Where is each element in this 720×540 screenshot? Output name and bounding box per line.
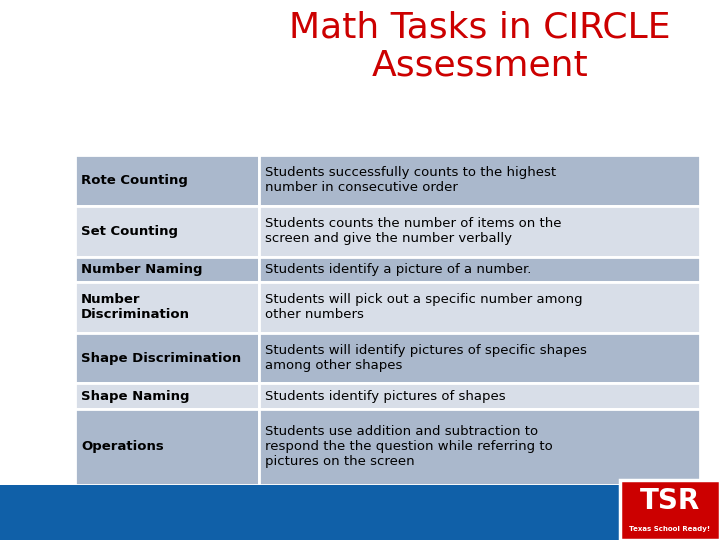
Text: Students identify a picture of a number.: Students identify a picture of a number.: [266, 263, 532, 276]
Bar: [259, 155, 700, 206]
Bar: [259, 206, 700, 256]
Text: Rote Counting: Rote Counting: [81, 174, 188, 187]
Text: Students will pick out a specific number among
other numbers: Students will pick out a specific number…: [266, 293, 583, 321]
Bar: [259, 409, 700, 485]
Text: Students use addition and subtraction to
respond the the question while referrin: Students use addition and subtraction to…: [266, 426, 553, 468]
Bar: [259, 256, 700, 282]
Text: Shape Discrimination: Shape Discrimination: [81, 352, 241, 365]
Text: Students counts the number of items on the
screen and give the number verbally: Students counts the number of items on t…: [266, 217, 562, 245]
Text: Students successfully counts to the highest
number in consecutive order: Students successfully counts to the high…: [266, 166, 557, 194]
Bar: [259, 333, 700, 383]
Text: Students identify pictures of shapes: Students identify pictures of shapes: [266, 390, 506, 403]
Bar: [75, 282, 259, 333]
Bar: [259, 383, 700, 409]
Bar: [75, 333, 259, 383]
Bar: [75, 383, 259, 409]
Bar: [75, 206, 259, 256]
Bar: [620, 480, 720, 540]
Bar: [75, 409, 259, 485]
Text: Number Naming: Number Naming: [81, 263, 202, 276]
Bar: [75, 155, 259, 206]
Text: Shape Naming: Shape Naming: [81, 390, 189, 403]
Text: Set Counting: Set Counting: [81, 225, 178, 238]
Text: Students will identify pictures of specific shapes
among other shapes: Students will identify pictures of speci…: [266, 344, 588, 372]
Text: Texas School Ready!: Texas School Ready!: [629, 526, 711, 532]
Bar: [75, 256, 259, 282]
Bar: [0, 485, 720, 540]
Text: Math Tasks in CIRCLE
Assessment: Math Tasks in CIRCLE Assessment: [289, 10, 671, 82]
Text: TSR: TSR: [640, 487, 700, 515]
Bar: [259, 282, 700, 333]
Text: Number
Discrimination: Number Discrimination: [81, 293, 190, 321]
Text: Operations: Operations: [81, 441, 163, 454]
